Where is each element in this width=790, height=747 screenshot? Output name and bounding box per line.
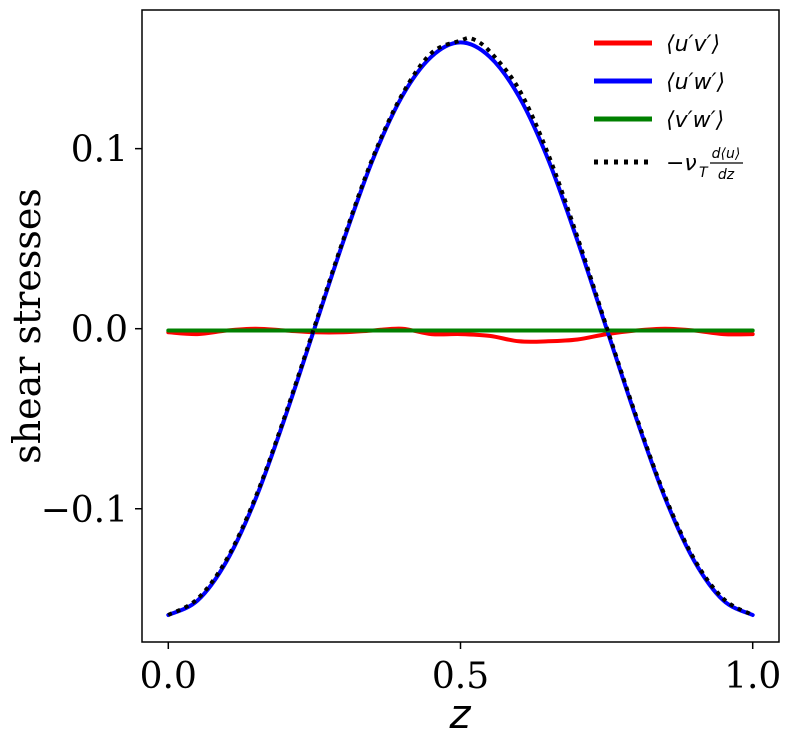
y-tick-label: 0.0 bbox=[71, 310, 128, 351]
legend-label-vw: ⟨v′w′⟩ bbox=[666, 108, 724, 133]
x-tick-label: 0.5 bbox=[432, 656, 489, 697]
legend-label-eddy-frac-num: d⟨u⟩ bbox=[712, 146, 741, 162]
y-tick-label: −0.1 bbox=[41, 490, 128, 531]
x-axis-ticks: 0.0 0.5 1.0 bbox=[140, 642, 781, 697]
y-axis-title: shear stresses bbox=[5, 188, 49, 464]
plot-area bbox=[141, 9, 780, 643]
x-axis-title: z bbox=[449, 692, 472, 738]
legend-label-uw: ⟨u′w′⟩ bbox=[666, 70, 725, 95]
y-axis-ticks: −0.1 0.0 0.1 bbox=[41, 130, 142, 531]
legend-label-uv: ⟨u′v′⟩ bbox=[666, 32, 720, 57]
y-tick-label: 0.1 bbox=[71, 130, 128, 171]
legend-label-eddy-frac-den: dz bbox=[718, 167, 735, 183]
legend-label-eddy-main: −ν bbox=[666, 151, 697, 176]
legend-label-eddy-sub: T bbox=[699, 165, 709, 181]
x-tick-label: 0.0 bbox=[140, 656, 197, 697]
x-tick-label: 1.0 bbox=[724, 656, 781, 697]
series-layer bbox=[166, 35, 755, 617]
legend: ⟨u′v′⟩ ⟨u′w′⟩ ⟨v′w′⟩ −ν T d⟨u⟩ dz bbox=[594, 32, 743, 183]
